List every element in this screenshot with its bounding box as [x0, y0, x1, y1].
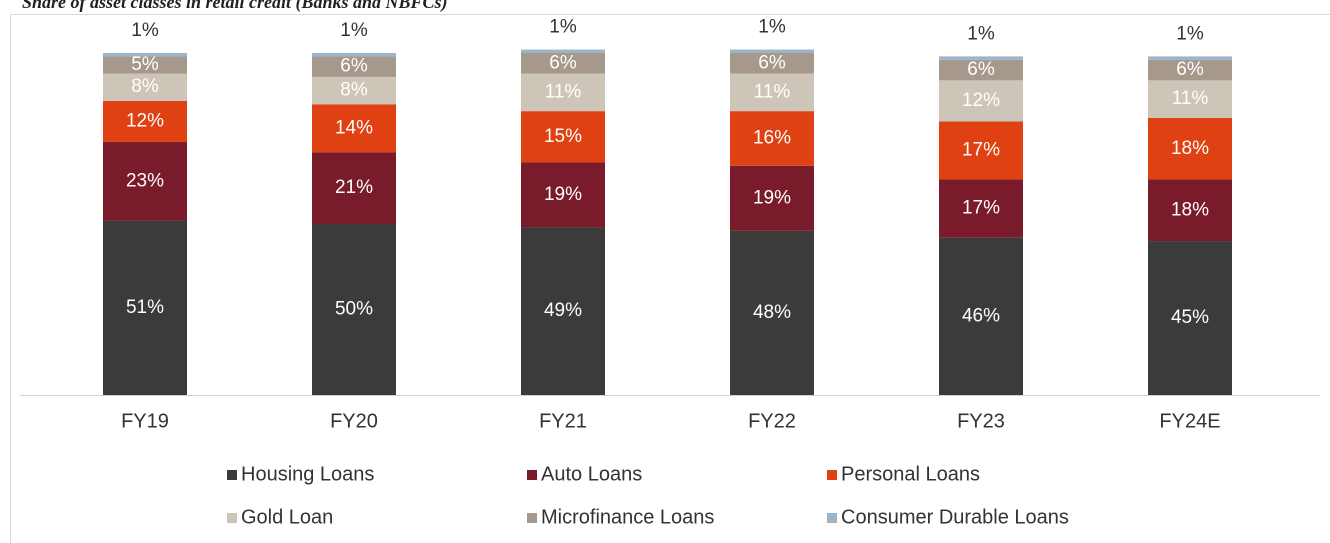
data-label: 49% [544, 300, 582, 321]
chart-frame [10, 14, 1330, 543]
bar-segment [312, 104, 396, 153]
data-label: 17% [962, 198, 1000, 219]
bar-segment [521, 227, 605, 395]
data-label: 16% [753, 128, 791, 149]
legend-label: Housing Loans [241, 463, 374, 485]
bar-segment [1148, 241, 1232, 395]
bar-segment [312, 224, 396, 395]
bar-segment [1148, 59, 1232, 81]
bar-segment [1148, 56, 1232, 60]
bar-segment [939, 179, 1023, 238]
bar-segment [103, 73, 187, 101]
data-label: 15% [544, 126, 582, 147]
bar-segment [1148, 179, 1232, 242]
bar-segment [730, 49, 814, 53]
legend-label: Auto Loans [541, 463, 642, 485]
bar-segment [103, 100, 187, 142]
x-tick-label: FY20 [330, 410, 378, 432]
data-label: 1% [131, 20, 159, 41]
data-label: 18% [1171, 138, 1209, 159]
x-tick-label: FY24E [1159, 410, 1220, 432]
data-label: 1% [340, 20, 368, 41]
bar-segment [521, 73, 605, 112]
data-label: 18% [1171, 199, 1209, 220]
bar-segment [312, 53, 396, 57]
bar-segment [730, 53, 814, 74]
legend-swatch [527, 513, 537, 523]
data-label: 1% [549, 17, 577, 38]
bar-segment [939, 237, 1023, 395]
data-label: 11% [754, 81, 791, 102]
data-label: 6% [1176, 59, 1204, 80]
bar-segment [939, 59, 1023, 81]
data-label: 5% [131, 54, 159, 75]
data-label: 6% [340, 56, 368, 77]
bar-segment [521, 111, 605, 163]
x-tick-label: FY22 [748, 410, 796, 432]
data-label: 1% [1176, 23, 1204, 44]
bar-segment [730, 73, 814, 112]
bar-segment [312, 152, 396, 224]
data-label: 51% [126, 297, 164, 318]
data-label: 19% [753, 187, 791, 208]
bar-segment [312, 76, 396, 105]
legend-label: Gold Loan [241, 506, 333, 528]
legend-swatch [827, 513, 837, 523]
bar-segment [103, 53, 187, 57]
legend-swatch [827, 470, 837, 480]
bar-segment [730, 230, 814, 395]
data-label: 1% [967, 23, 995, 44]
x-tick-label: FY21 [539, 410, 587, 432]
data-label: 12% [126, 110, 164, 131]
data-label: 23% [126, 170, 164, 191]
data-label: 6% [549, 52, 577, 73]
data-label: 11% [1172, 88, 1209, 109]
legend-swatch [227, 513, 237, 523]
data-label: 46% [962, 305, 1000, 326]
bar-segment [312, 56, 396, 77]
bar-segment [521, 49, 605, 53]
bar-segment [939, 56, 1023, 60]
bar-segment [103, 220, 187, 395]
data-label: 50% [335, 299, 373, 320]
legend-label: Microfinance Loans [541, 506, 714, 528]
bar-segment [939, 80, 1023, 122]
legend-swatch [227, 470, 237, 480]
data-label: 19% [544, 184, 582, 205]
data-label: 8% [131, 76, 159, 97]
data-label: 45% [1171, 307, 1209, 328]
bar-segment [730, 111, 814, 166]
bar-segment [1148, 117, 1232, 180]
legend-label: Consumer Durable Loans [841, 506, 1069, 528]
bar-segment [939, 121, 1023, 180]
data-label: 11% [545, 81, 582, 102]
data-label: 6% [758, 52, 786, 73]
x-tick-label: FY19 [121, 410, 169, 432]
data-label: 1% [758, 17, 786, 38]
bar-segment [103, 56, 187, 74]
bar-segment [521, 53, 605, 74]
data-label: 14% [335, 117, 373, 138]
x-tick-label: FY23 [957, 410, 1005, 432]
data-label: 6% [967, 59, 995, 80]
data-label: 17% [962, 139, 1000, 160]
data-label: 21% [335, 177, 373, 198]
bar-segment [103, 141, 187, 221]
data-label: 12% [962, 90, 1000, 111]
data-label: 8% [340, 80, 368, 101]
legend-swatch [527, 470, 537, 480]
bar-segment [1148, 80, 1232, 118]
bar-segment [521, 162, 605, 228]
chart-title: Share of asset classes in retail credit … [22, 0, 448, 13]
legend-label: Personal Loans [841, 463, 980, 485]
data-label: 48% [753, 302, 791, 323]
bar-segment [730, 165, 814, 231]
